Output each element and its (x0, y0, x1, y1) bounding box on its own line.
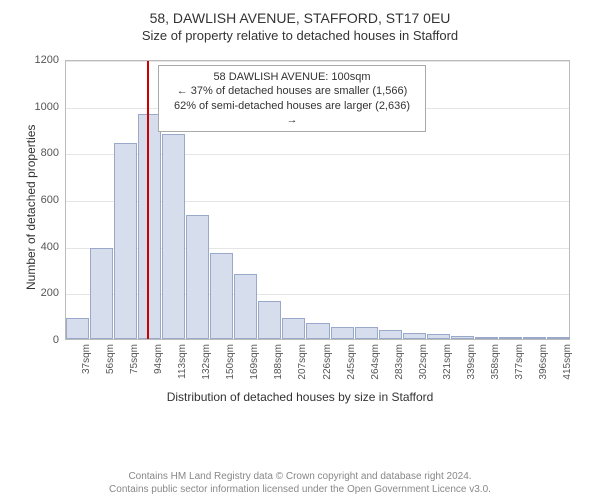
histogram-bar (475, 337, 498, 339)
y-tick-label: 200 (29, 287, 59, 299)
footer-line-2: Contains public sector information licen… (10, 483, 590, 496)
y-tick-label: 0 (29, 334, 59, 346)
x-tick-label: 188sqm (273, 344, 284, 388)
annotation-line-2: ← 37% of detached houses are smaller (1,… (167, 84, 417, 98)
x-axis-label: Distribution of detached houses by size … (10, 390, 590, 404)
x-tick-label: 283sqm (394, 344, 405, 388)
histogram-bar (379, 330, 402, 339)
x-tick-label: 339sqm (466, 344, 477, 388)
chart-container: 58, DAWLISH AVENUE, STAFFORD, ST17 0EU S… (10, 10, 590, 440)
footer-line-1: Contains HM Land Registry data © Crown c… (10, 470, 590, 483)
x-tick-label: 396sqm (538, 344, 549, 388)
x-tick-label: 321sqm (442, 344, 453, 388)
histogram-bar (90, 248, 113, 339)
histogram-bar (114, 143, 137, 339)
x-tick-label: 226sqm (322, 344, 333, 388)
histogram-bar (234, 274, 257, 339)
x-tick-label: 113sqm (177, 344, 188, 388)
x-tick-label: 94sqm (153, 344, 164, 388)
plot-area: 58 DAWLISH AVENUE: 100sqm ← 37% of detac… (65, 60, 570, 340)
histogram-bar (306, 323, 329, 339)
chart-title-main: 58, DAWLISH AVENUE, STAFFORD, ST17 0EU (10, 10, 590, 26)
x-tick-label: 56sqm (105, 344, 116, 388)
histogram-bar (186, 215, 209, 339)
x-tick-label: 207sqm (297, 344, 308, 388)
attribution-footer: Contains HM Land Registry data © Crown c… (10, 470, 590, 496)
chart-title-sub: Size of property relative to detached ho… (10, 28, 590, 43)
x-tick-label: 377sqm (514, 344, 525, 388)
x-tick-label: 415sqm (562, 344, 573, 388)
x-tick-label: 264sqm (370, 344, 381, 388)
y-tick-label: 600 (29, 194, 59, 206)
annotation-line-3: 62% of semi-detached houses are larger (… (167, 99, 417, 128)
histogram-bar (427, 334, 450, 339)
histogram-bar (523, 337, 546, 339)
y-tick-label: 1200 (29, 54, 59, 66)
histogram-bar (282, 318, 305, 339)
x-tick-label: 150sqm (225, 344, 236, 388)
x-tick-label: 37sqm (81, 344, 92, 388)
histogram-bar (499, 337, 522, 339)
histogram-bar (258, 301, 281, 340)
annotation-line-1: 58 DAWLISH AVENUE: 100sqm (167, 70, 417, 84)
y-tick-label: 400 (29, 241, 59, 253)
property-marker-line (147, 61, 149, 339)
x-tick-label: 358sqm (490, 344, 501, 388)
x-tick-label: 75sqm (129, 344, 140, 388)
x-tick-label: 169sqm (249, 344, 260, 388)
histogram-bar (331, 327, 354, 339)
x-tick-label: 302sqm (418, 344, 429, 388)
x-tick-label: 245sqm (346, 344, 357, 388)
histogram-bar (210, 253, 233, 339)
histogram-bar (451, 336, 474, 339)
y-tick-label: 800 (29, 147, 59, 159)
y-tick-label: 1000 (29, 101, 59, 113)
histogram-bar (66, 318, 89, 339)
x-tick-label: 132sqm (201, 344, 212, 388)
histogram-bar (162, 134, 185, 339)
annotation-box: 58 DAWLISH AVENUE: 100sqm ← 37% of detac… (158, 65, 426, 132)
histogram-bar (355, 327, 378, 339)
gridline (66, 61, 569, 62)
histogram-bar (138, 114, 161, 339)
histogram-bar (547, 337, 570, 339)
histogram-bar (403, 333, 426, 339)
